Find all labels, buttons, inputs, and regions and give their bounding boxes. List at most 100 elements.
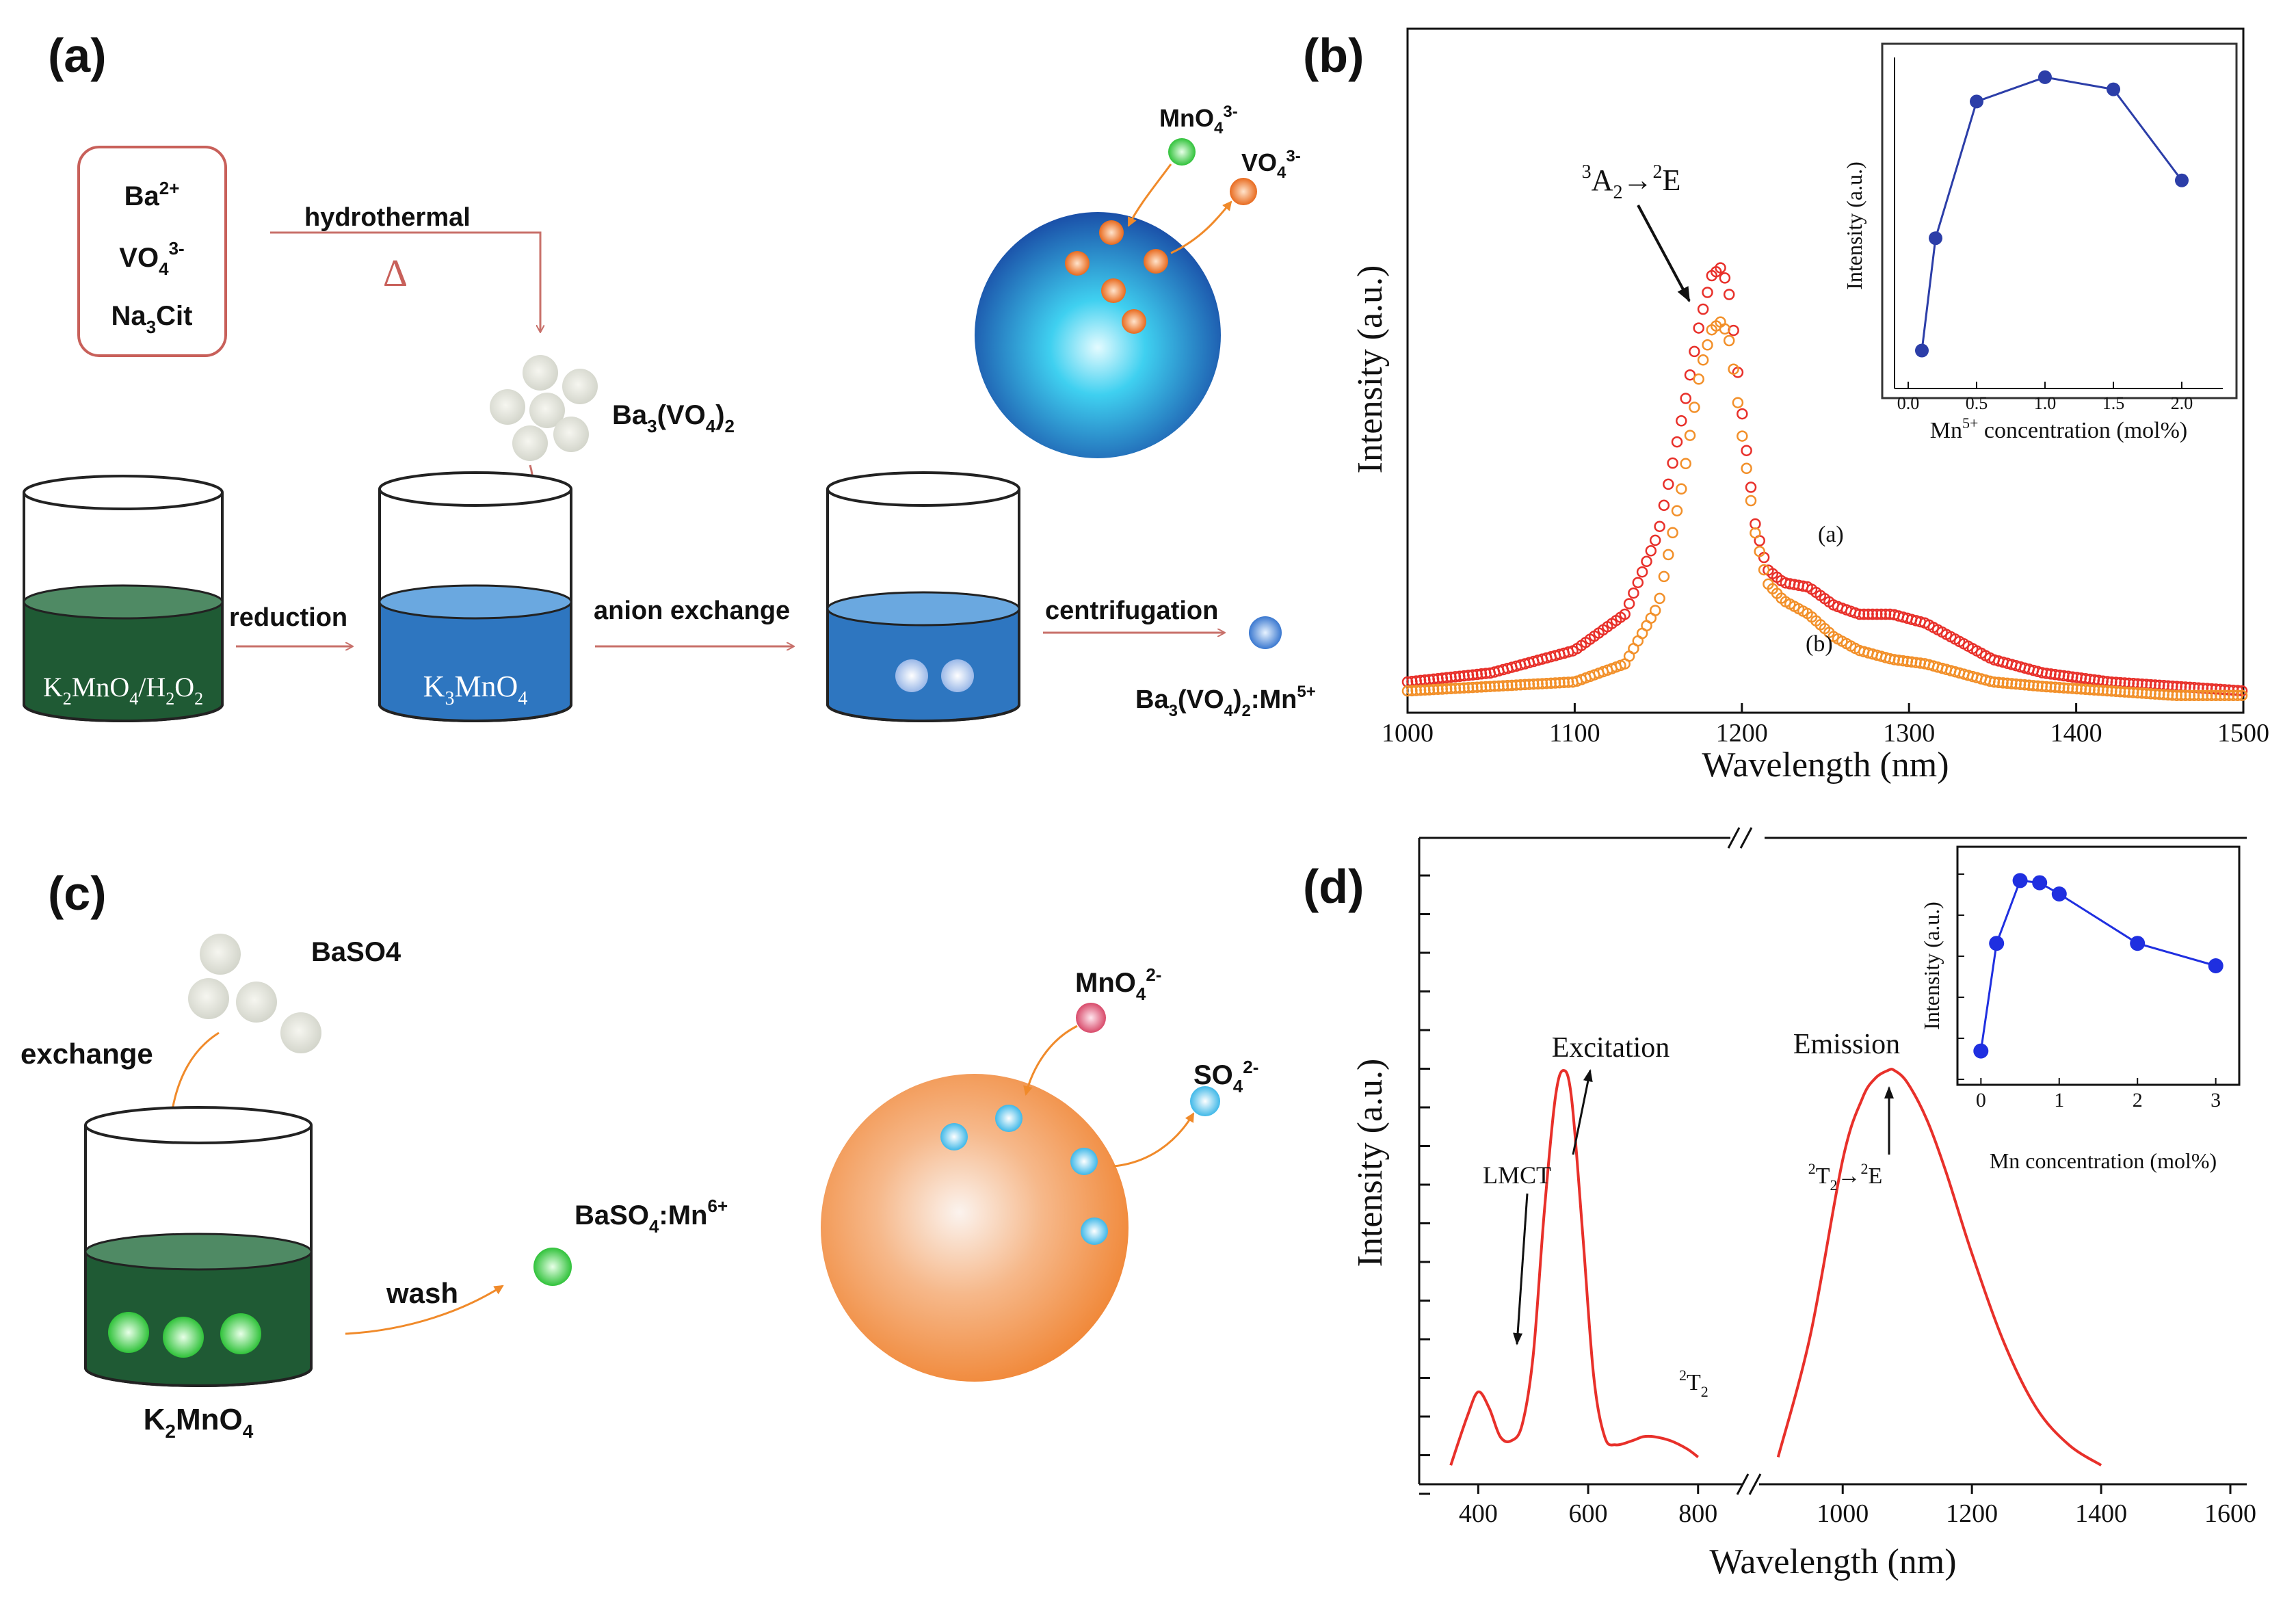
d-axis-break-bottom xyxy=(1736,1473,1762,1495)
b-series-b-point xyxy=(1480,681,1492,693)
vo4-site xyxy=(1101,278,1126,303)
mno4-label: MnO43- xyxy=(1159,103,1238,137)
b-inset-point xyxy=(2175,173,2189,187)
b-series-b-point xyxy=(2215,689,2226,702)
vo4-site xyxy=(1122,309,1146,334)
reagent-box xyxy=(77,146,227,357)
b-series-b-point xyxy=(2232,689,2243,702)
b-series-b-point xyxy=(1514,679,1527,691)
beaker-2-label: K3MnO4 xyxy=(423,670,528,709)
mno4-ion xyxy=(1168,138,1196,166)
b-series-a-point xyxy=(1649,534,1661,547)
so4-site xyxy=(1070,1148,1098,1175)
centrifugation-label: centrifugation xyxy=(1045,596,1218,625)
b-series-b-label: (b) xyxy=(1806,631,1833,657)
hydrothermal-arrow xyxy=(270,231,540,332)
t2-label: 2T2 xyxy=(1679,1367,1708,1400)
d-inset-point xyxy=(2032,875,2048,891)
b-series-b-point xyxy=(1440,683,1453,695)
b-series-b-point xyxy=(1741,462,1752,475)
d-x-tick-label: 800 xyxy=(1678,1499,1717,1528)
b-series-a-point xyxy=(1623,598,1635,609)
d-inset-x-tick-label: 3 xyxy=(2211,1089,2221,1111)
b-series-b-point xyxy=(1680,458,1691,470)
lmct-label: LMCT xyxy=(1483,1161,1551,1189)
b-series-a-point xyxy=(1862,608,1874,620)
panel-a-label: (a) xyxy=(48,29,107,82)
b-series-a-point xyxy=(1680,393,1691,404)
b-series-b-point xyxy=(1497,680,1509,692)
b-series-a-point xyxy=(1658,499,1670,512)
b-series-a-point xyxy=(1663,478,1674,490)
vo4-site xyxy=(1065,251,1090,276)
d-inset-x-tick-label: 2 xyxy=(2133,1089,2143,1111)
b-series-b-point xyxy=(1501,680,1514,692)
d-inset-point xyxy=(2130,936,2146,951)
d-inset-x-tick-label: 1 xyxy=(2054,1089,2064,1111)
b-series-b-point xyxy=(1414,684,1427,696)
b-series-b-point xyxy=(1693,373,1704,385)
b-series-b-point xyxy=(2184,689,2196,702)
vo4-out-arrow xyxy=(1170,200,1232,254)
d-axis-break-top xyxy=(1727,827,1753,849)
d-inset-ticks: 0 1 2 3 xyxy=(1957,873,2221,1111)
b-series-b-point xyxy=(1510,679,1522,691)
b-series-b-point xyxy=(1671,505,1683,517)
product-particle xyxy=(1249,616,1282,649)
b-series-b-point xyxy=(2236,689,2248,702)
vo4-site xyxy=(1099,220,1124,245)
b-series-b-point xyxy=(1728,363,1739,375)
b-inset-series xyxy=(1915,70,2189,358)
b-inset-point xyxy=(1929,231,1942,246)
b-inset-point xyxy=(2107,82,2120,96)
mno4-in-arrow-c xyxy=(1023,1025,1078,1096)
panel-a: (a) Ba2+ VO43- Na3Cit hydrothermal Δ Ba3… xyxy=(23,29,1316,722)
b-series-group xyxy=(1401,262,2248,702)
b-series-a-point xyxy=(1719,272,1731,284)
b-series-a-point xyxy=(1636,566,1648,578)
b-series-a-point xyxy=(1745,482,1757,493)
b-series-a-point xyxy=(1741,445,1752,456)
so4-site xyxy=(995,1105,1022,1132)
b-series-b-point xyxy=(1723,334,1735,347)
d-inset-point xyxy=(1973,1043,1989,1059)
b-inset-y-label: Intensity (a.u.) xyxy=(1842,161,1866,290)
reagent-ba: Ba2+ xyxy=(124,178,180,211)
reduction-label: reduction xyxy=(229,603,347,632)
blue-sphere xyxy=(975,212,1221,458)
b-series-a-point xyxy=(1654,521,1665,532)
lmct-arrow xyxy=(1513,1193,1529,1345)
b-series-b-point xyxy=(1506,679,1518,692)
product-label: Ba3(VO4)2:Mn5+ xyxy=(1135,683,1316,720)
b-series-a-point xyxy=(1628,587,1639,599)
d-inset-point xyxy=(2012,873,2028,888)
emission-label: Emission xyxy=(1793,1029,1900,1060)
delta-symbol: Δ xyxy=(383,252,408,295)
b-series-a-point xyxy=(1632,577,1644,588)
b-series-b-point xyxy=(2167,689,2178,701)
panel-d: (d) 400 600 800 1000 1200 1400 1600 Wavelength… xyxy=(1303,827,2256,1581)
b-inset-x-tick-label: 0.0 xyxy=(1897,393,1920,413)
b-series-b-point xyxy=(1737,430,1748,442)
b-series-b-point xyxy=(1719,323,1731,335)
beaker-1-label: K2MnO4/H2O2 xyxy=(43,672,203,709)
d-inset-x-tick-label: 0 xyxy=(1976,1089,1986,1111)
d-y-axis-label: Intensity (a.u.) xyxy=(1351,1059,1390,1267)
b-series-b-point xyxy=(2197,689,2209,702)
beaker-k2mno4 xyxy=(84,1106,313,1387)
baso4-particles xyxy=(188,934,321,1053)
baso4-mn-label: BaSO4:Mn6+ xyxy=(575,1196,728,1237)
b-series-b-point xyxy=(1654,592,1665,605)
panel-c-label: (c) xyxy=(48,867,107,920)
ba3vo4-particles xyxy=(490,355,598,461)
orange-sphere xyxy=(821,1074,1129,1382)
b-series-b-point xyxy=(2171,689,2182,702)
b-series-b-point xyxy=(1658,570,1670,583)
so4-ion xyxy=(1190,1086,1220,1116)
b-transition-annotation: 3A2→2E xyxy=(1582,161,1681,203)
b-inset-point xyxy=(1915,343,1929,358)
b-series-a-point xyxy=(1676,415,1687,427)
b-series-a-point xyxy=(1619,608,1631,620)
b-series-b-point xyxy=(1458,682,1470,694)
